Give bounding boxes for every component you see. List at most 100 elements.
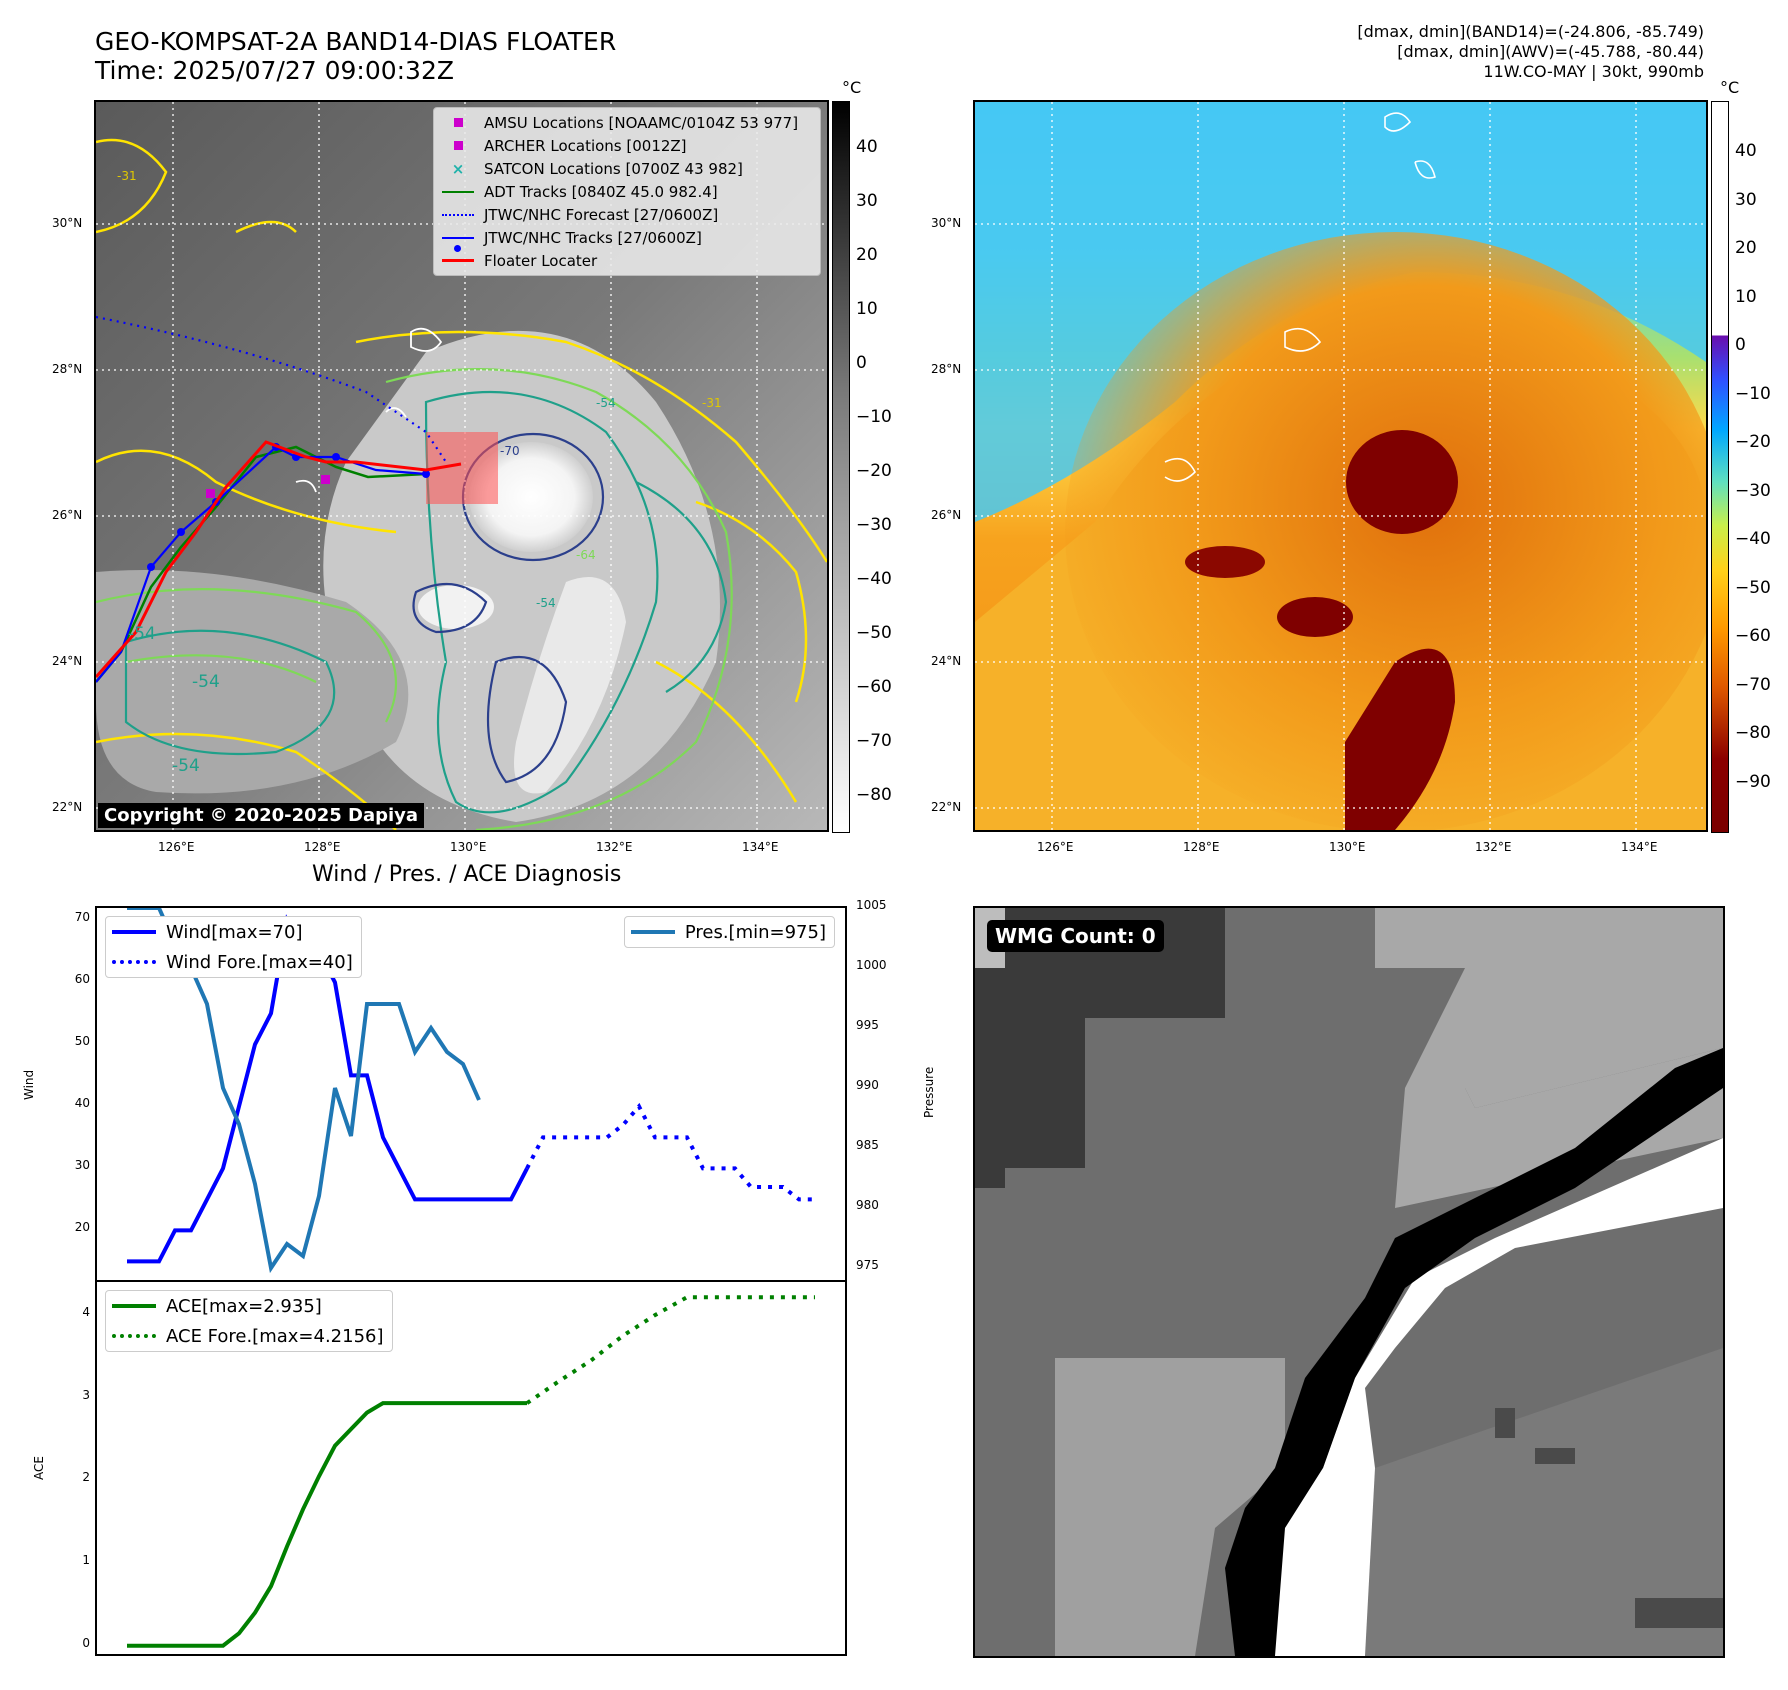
ace-y-ticks: 0 1 2 3 4 — [40, 1280, 90, 1656]
wind-y-ticks: 20 30 40 50 60 70 — [40, 906, 90, 1282]
colorbar-tick-label: −40 — [1735, 529, 1771, 549]
lon-tick-label: 128°E — [304, 840, 341, 854]
colorbar-tick-label: −70 — [856, 731, 892, 751]
y-tick-label: 1 — [82, 1553, 90, 1568]
pres-legend: Pres.[min=975] — [623, 916, 835, 948]
dotted-line-icon — [438, 213, 478, 216]
colorbar-tick-label: −70 — [1735, 674, 1771, 695]
pres-ylabel: Pressure — [922, 1066, 936, 1118]
colorbar-tick-label: −50 — [1735, 577, 1771, 598]
ir-map-panel: AMSU Locations [NOAAMC/0104Z 53 977] ARC… — [94, 100, 829, 832]
y-tick-label: 70 — [74, 910, 90, 925]
pres-y-ticks: 975 980 985 990 995 1000 1005 — [856, 898, 916, 1282]
figure-time: Time: 2025/07/27 09:00:32Z — [95, 56, 454, 85]
y-tick-label: 975 — [856, 1258, 879, 1272]
line-marker-icon — [438, 259, 478, 262]
ir-colorbar — [832, 101, 850, 833]
square-marker-icon — [438, 118, 478, 127]
colorbar-tick-label: −60 — [1735, 626, 1771, 646]
colorbar-tick-label: −50 — [856, 623, 892, 643]
colorbar-tick-label: 20 — [856, 245, 878, 265]
colorbar-tick-label: 40 — [1735, 141, 1757, 161]
y-tick-label: 50 — [74, 1034, 90, 1049]
dotted-line-icon — [112, 1334, 156, 1338]
colorbar-tick-label: −90 — [1735, 771, 1771, 792]
ace-panel: ACE[max=2.935] ACE Fore.[max=4.2156] — [95, 1280, 847, 1656]
y-tick-label: 60 — [74, 972, 90, 987]
contour-label: -54 — [172, 756, 200, 776]
diag-title: Wind / Pres. / ACE Diagnosis — [312, 862, 622, 887]
lat-tick-label: 22°N — [931, 800, 962, 814]
stats-block: [dmax, dmin](BAND14)=(-24.806, -85.749) … — [1004, 22, 1704, 82]
lat-tick-label: 28°N — [52, 362, 83, 376]
colorbar-tick-label: −40 — [856, 569, 892, 589]
legend-item-pres: Pres.[min=975] — [625, 917, 834, 947]
contour-label: -54 — [128, 624, 156, 644]
wind-pres-panel: Wind[max=70] Wind Fore.[max=40] Pres.[mi… — [95, 906, 847, 1282]
y-tick-label: 20 — [74, 1220, 90, 1235]
colorbar-tick-label: 40 — [856, 137, 878, 157]
stats-band14: [dmax, dmin](BAND14)=(-24.806, -85.749) — [1357, 22, 1704, 41]
legend-item-satcon: × SATCON Locations [0700Z 43 982] — [434, 157, 820, 180]
legend-item-ace: ACE[max=2.935] — [106, 1291, 392, 1321]
legend-item-ace-fore: ACE Fore.[max=4.2156] — [106, 1321, 392, 1351]
ir-colorbar-unit: °C — [842, 78, 862, 97]
y-tick-label: 4 — [82, 1305, 90, 1320]
y-tick-label: 1000 — [856, 958, 887, 972]
colorbar-tick-label: −20 — [856, 461, 892, 481]
series-line-ace-fore-max- — [525, 1295, 815, 1405]
lat-tick-label: 22°N — [52, 800, 83, 814]
y-tick-label: 1005 — [856, 898, 887, 912]
lon-tick-label: 132°E — [596, 840, 633, 854]
y-tick-label: 980 — [856, 1198, 879, 1212]
solid-line-icon — [112, 930, 156, 934]
y-tick-label: 40 — [74, 1096, 90, 1111]
stats-awv: [dmax, dmin](AWV)=(-45.788, -80.44) — [1397, 42, 1704, 61]
ace-plot — [127, 1295, 815, 1648]
line-marker-icon — [438, 190, 478, 193]
legend-item-archer: ARCHER Locations [0012Z] — [434, 134, 820, 157]
ir-colorbar-ticks: 40 30 20 10 0 −10 −20 −30 −40 −50 −60 −70 −80 — [856, 101, 896, 831]
legend-item-jtwc-tracks: JTWC/NHC Tracks [27/0600Z] — [434, 226, 820, 252]
contour-label: -54 — [536, 596, 556, 610]
colorbar-tick-label: 20 — [1735, 238, 1757, 258]
lat-tick-label: 26°N — [52, 508, 83, 522]
y-tick-label: 2 — [82, 1470, 90, 1485]
colorbar-tick-label: −30 — [856, 515, 892, 535]
stats-storm: 11W.CO-MAY | 30kt, 990mb — [1483, 62, 1704, 81]
legend-item-jtwc-forecast: JTWC/NHC Forecast [27/0600Z] — [434, 203, 820, 226]
lat-tick-label: 24°N — [52, 654, 83, 668]
ir-legend: AMSU Locations [NOAAMC/0104Z 53 977] ARC… — [433, 107, 821, 276]
colorbar-tick-label: −80 — [856, 785, 892, 805]
colorbar-tick-label: 30 — [1735, 189, 1757, 210]
colorbar-tick-label: 10 — [1735, 286, 1757, 307]
contour-label: -70 — [500, 444, 520, 458]
contour-label: -54 — [596, 396, 616, 410]
y-tick-label: 995 — [856, 1018, 879, 1032]
y-tick-label: 30 — [74, 1158, 90, 1173]
copyright-badge: Copyright © 2020-2025 Dapiya — [98, 803, 425, 828]
solid-line-icon — [630, 930, 675, 934]
wmg-panel: WMG Count: 0 — [973, 906, 1725, 1658]
x-marker-icon: × — [451, 159, 465, 178]
line-dot-marker-icon — [438, 236, 478, 252]
colorbar-tick-label: −30 — [1735, 480, 1771, 501]
wind-legend: Wind[max=70] Wind Fore.[max=40] — [105, 916, 362, 978]
wmg-image — [975, 908, 1723, 1656]
legend-item-floater: Floater Locater — [434, 249, 820, 272]
awv-colorbar — [1711, 101, 1729, 833]
lon-tick-label: 130°E — [450, 840, 487, 854]
solid-line-icon — [112, 1304, 156, 1308]
awv-map-image — [975, 102, 1706, 830]
colorbar-tick-label: 0 — [856, 353, 867, 373]
lat-tick-label: 24°N — [931, 654, 962, 668]
colorbar-tick-label: −10 — [856, 407, 892, 427]
awv-colorbar-ticks: 40 30 20 10 0 −10 −20 −30 −40 −50 −60 −70 −80 −90 — [1735, 101, 1775, 831]
lat-tick-label: 28°N — [931, 362, 962, 376]
dotted-line-icon — [112, 960, 156, 964]
square-marker-icon — [438, 141, 478, 150]
lon-tick-label: 134°E — [742, 840, 779, 854]
contour-label: -54 — [192, 672, 220, 692]
awv-colorbar-unit: °C — [1720, 78, 1740, 97]
colorbar-tick-label: 0 — [1735, 335, 1746, 355]
